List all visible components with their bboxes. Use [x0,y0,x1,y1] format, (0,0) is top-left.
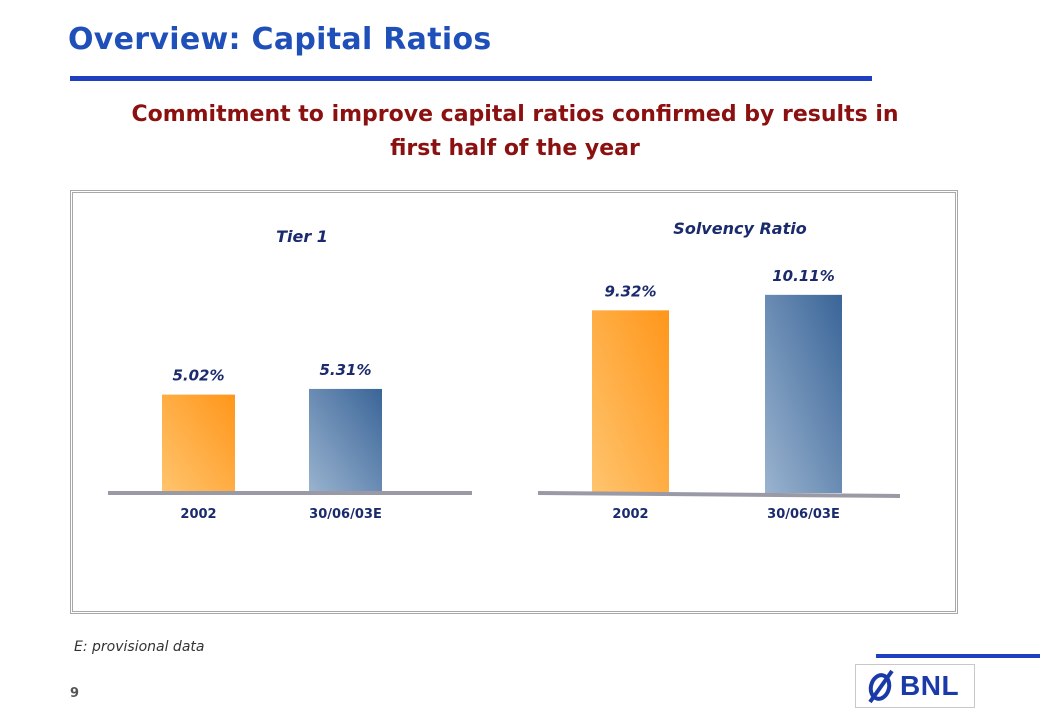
tier-1-category-label-1: 30/06/03E [309,507,382,522]
solvency-ratio-bar-1 [765,294,842,493]
solvency-ratio-data-label-1: 10.11% [772,267,834,285]
tier-1-category-label-0: 2002 [180,507,216,522]
bnl-logo-icon [868,669,894,704]
solvency-ratio-chart-title: Solvency Ratio [673,219,806,238]
footnote: E: provisional data [74,639,205,655]
solvency-ratio-bar-0 [592,310,669,493]
tier-1-bar-0 [162,394,235,493]
bnl-logo-text: BNL [900,670,960,701]
page-number: 9 [70,686,80,701]
logo-rule [876,654,1040,658]
page-subtitle: Commitment to improve capital ratios con… [60,98,970,166]
page-title: Overview: Capital Ratios [68,22,492,57]
capital-ratios-charts: Tier 1 5.02% 2002 5.31% 30/06/03E Solvency Ra… [108,219,901,522]
tier-1-chart-title: Tier 1 [276,227,328,246]
tier-1-bar-1 [309,388,382,493]
solvency-ratio-baseline [537,491,901,498]
solvency-ratio-category-label-0: 2002 [612,507,648,522]
title-underline [70,76,872,81]
subtitle-line-2: first half of the year [390,136,640,161]
bnl-logo: BNL [855,664,975,708]
tier-1-data-label-1: 5.31% [319,361,371,379]
subtitle-line-1: Commitment to improve capital ratios con… [131,102,899,127]
solvency-ratio-data-label-0: 9.32% [604,282,656,300]
tier-1-data-label-0: 5.02% [172,367,224,385]
solvency-ratio-category-label-1: 30/06/03E [767,507,840,522]
